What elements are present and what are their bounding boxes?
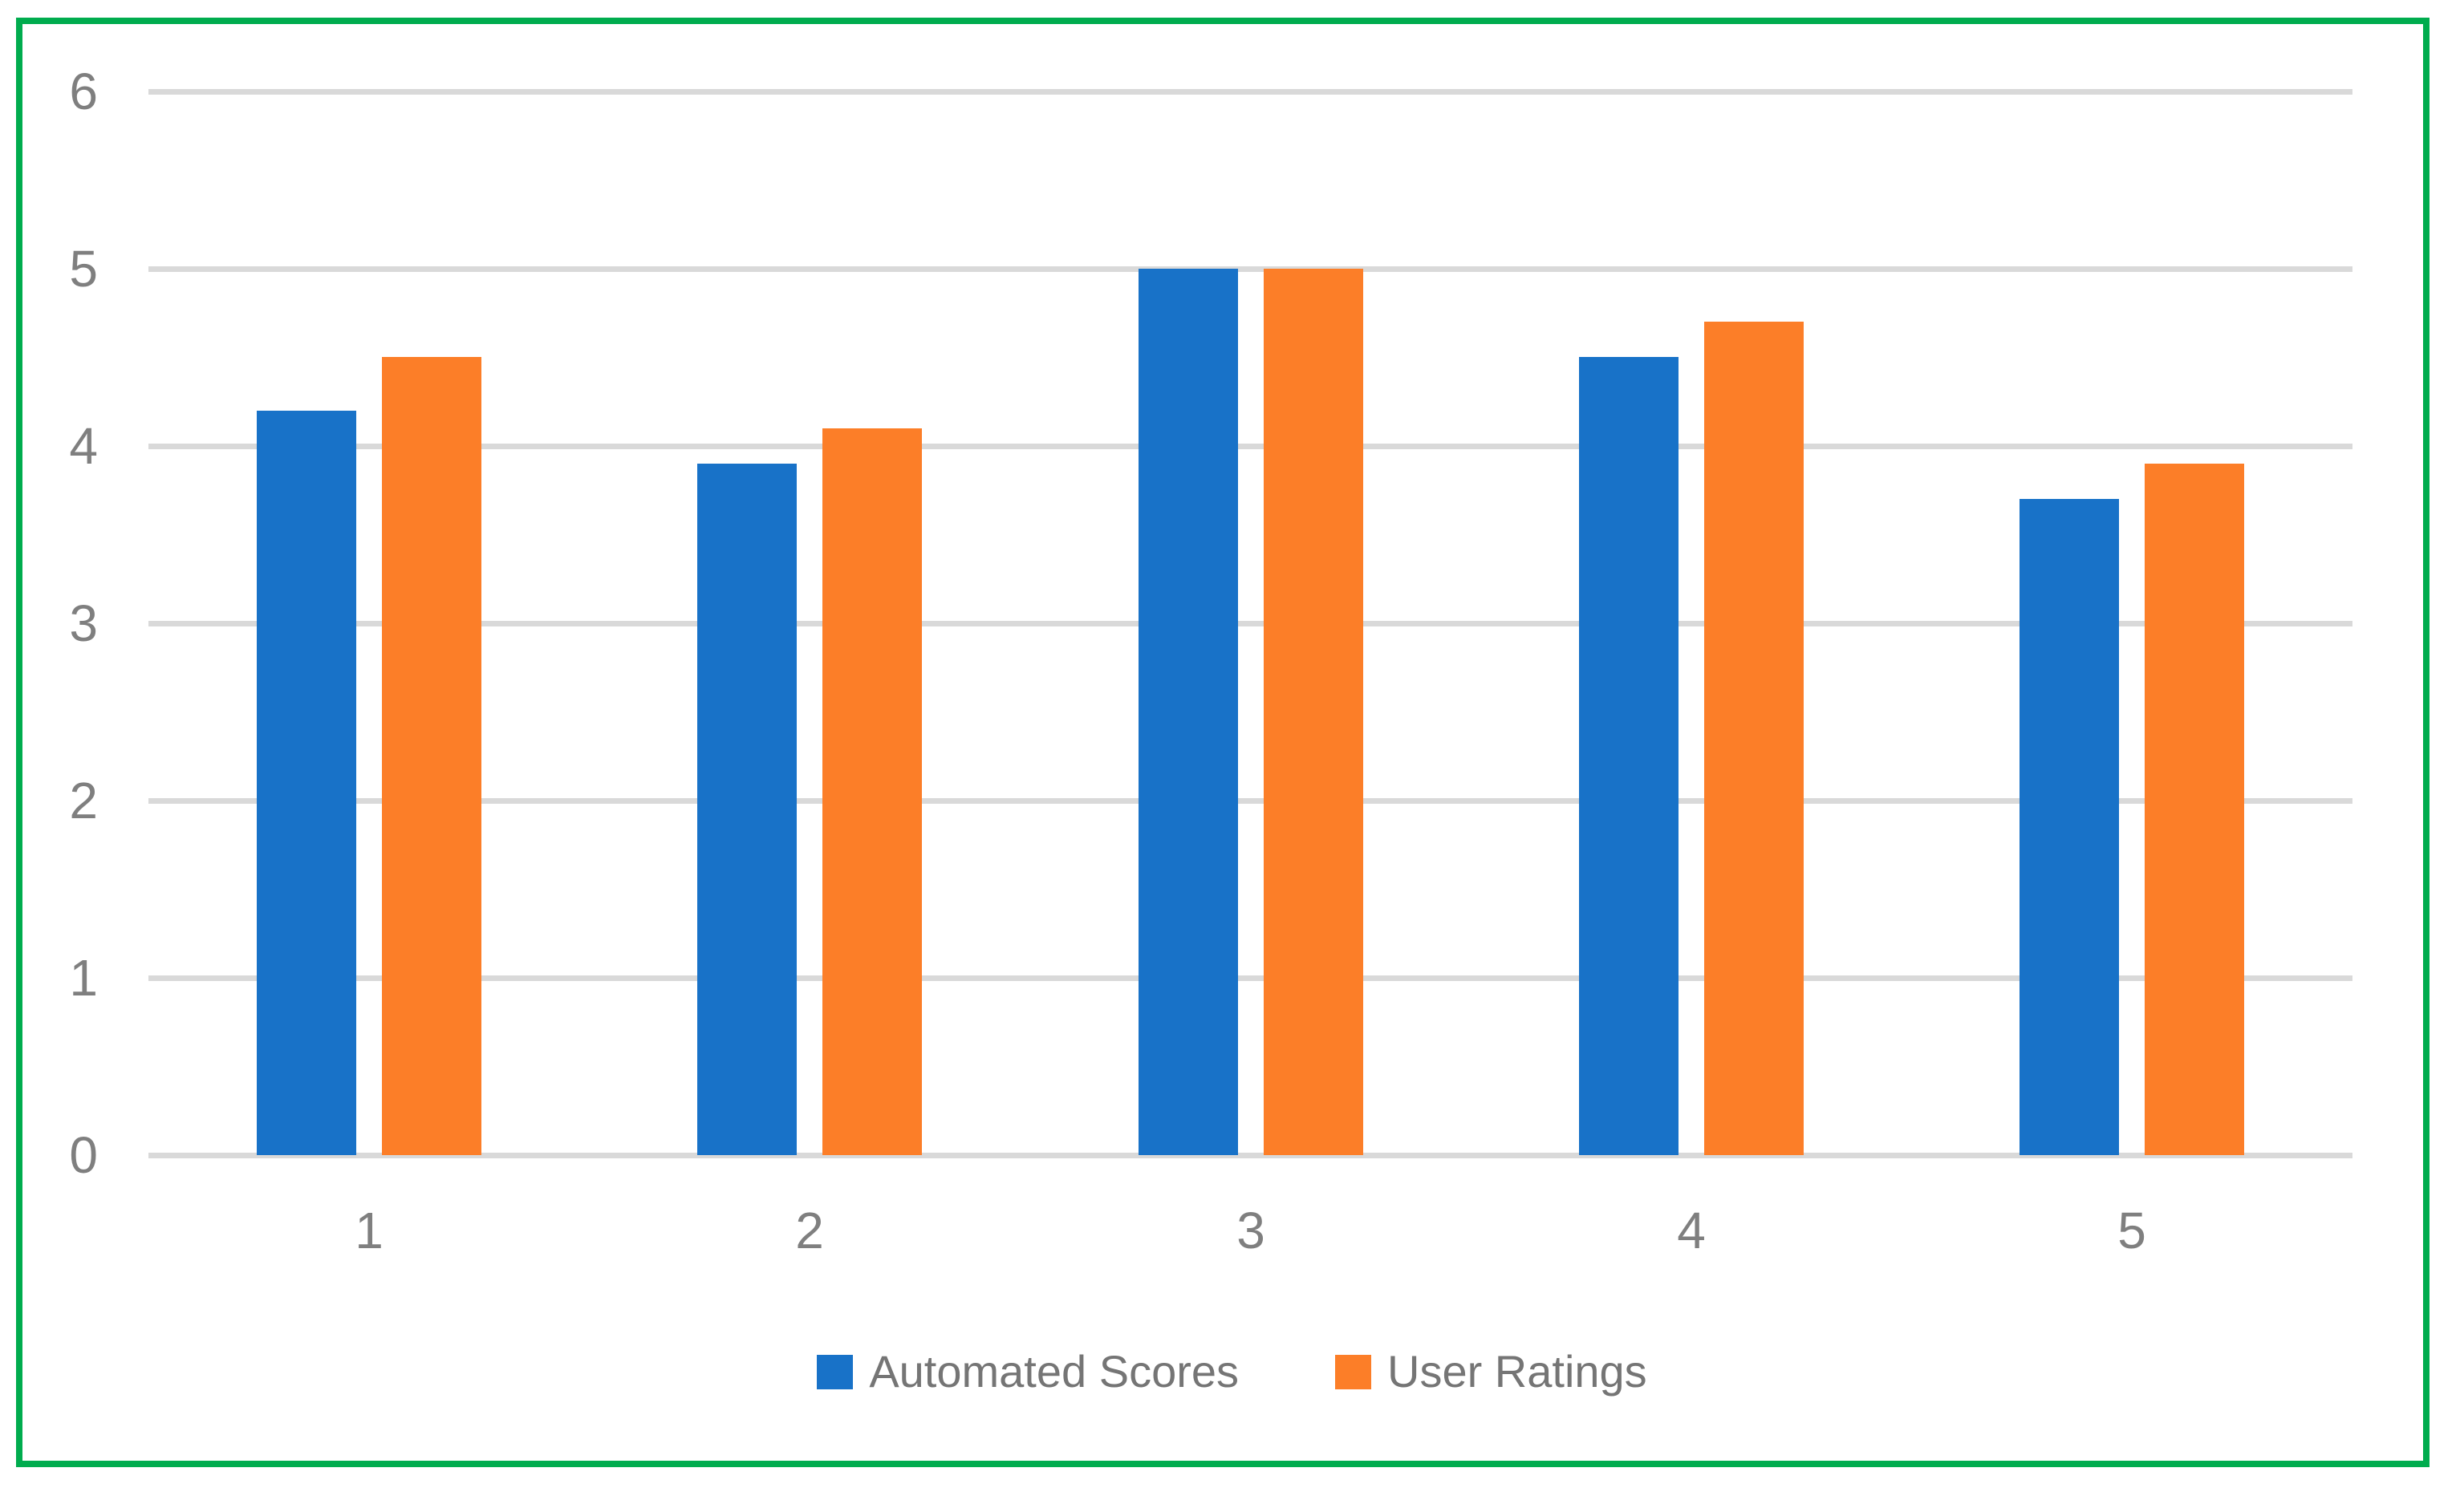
legend-swatch — [1335, 1354, 1371, 1389]
y-gridline — [148, 621, 2352, 626]
chart-legend: Automated Scores User Ratings — [0, 1338, 2464, 1405]
bar-user-ratings — [822, 428, 922, 1155]
y-gridline — [148, 89, 2352, 95]
y-gridline — [148, 1153, 2352, 1158]
y-axis-tick-label: 2 — [69, 772, 98, 829]
bar-user-ratings — [382, 357, 481, 1155]
bar-automated-scores — [257, 411, 356, 1155]
bar-user-ratings — [1704, 322, 1804, 1155]
bar-user-ratings — [2145, 464, 2244, 1155]
legend-label: User Ratings — [1387, 1346, 1647, 1397]
legend-item: Automated Scores — [817, 1348, 1239, 1396]
y-axis-tick-label: 3 — [69, 594, 98, 652]
bar-automated-scores — [697, 464, 797, 1155]
y-gridline — [148, 444, 2352, 449]
x-axis-tick-label: 3 — [1236, 1202, 1265, 1259]
x-axis-tick-label: 4 — [1677, 1202, 1706, 1259]
y-axis-tick-label: 6 — [69, 63, 98, 120]
y-axis-tick-label: 0 — [69, 1126, 98, 1184]
bar-automated-scores — [1579, 357, 1679, 1155]
y-gridline — [148, 798, 2352, 804]
bar-automated-scores — [2020, 499, 2119, 1155]
y-axis-tick-label: 1 — [69, 949, 98, 1007]
y-gridline — [148, 266, 2352, 272]
x-axis-tick-label: 5 — [2117, 1202, 2146, 1259]
bar-user-ratings — [1264, 269, 1363, 1155]
x-axis-tick-label: 2 — [795, 1202, 824, 1259]
y-axis-tick-label: 4 — [69, 417, 98, 475]
x-axis-tick-label: 1 — [355, 1202, 384, 1259]
chart-border-frame — [16, 18, 2429, 1467]
bar-automated-scores — [1139, 269, 1238, 1155]
legend-swatch — [817, 1354, 854, 1389]
y-axis-tick-label: 5 — [69, 240, 98, 298]
legend-label: Automated Scores — [869, 1346, 1239, 1397]
y-gridline — [148, 975, 2352, 981]
legend-item: User Ratings — [1335, 1348, 1647, 1396]
